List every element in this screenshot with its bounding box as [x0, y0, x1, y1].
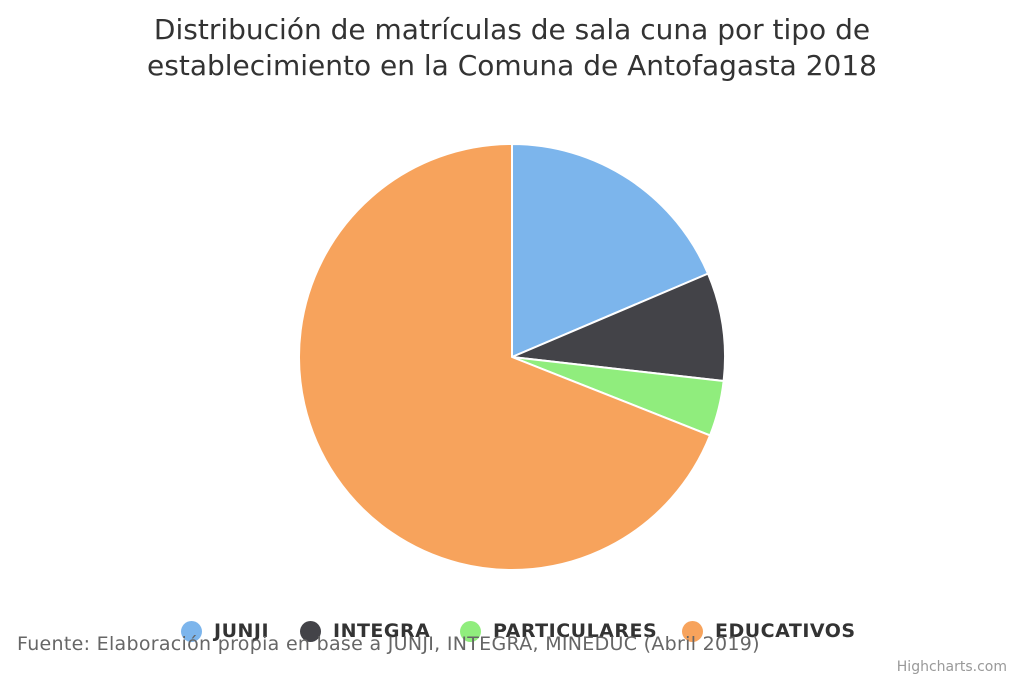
legend-swatch-integra: [300, 620, 321, 642]
legend-item-educativos[interactable]: EDUCATIVOS: [682, 616, 856, 646]
chart-title: Distribución de matrículas de sala cuna …: [0, 12, 1024, 84]
pie-slices: [298, 143, 726, 571]
legend-item-junji[interactable]: JUNJI: [181, 616, 269, 646]
chart-title-line-2: establecimiento en la Comuna de Antofaga…: [147, 49, 877, 82]
legend-swatch-educativos: [682, 620, 703, 642]
legend: JUNJI INTEGRA PARTICULARES EDUCATIVOS: [0, 616, 1024, 646]
legend-label-educativos: EDUCATIVOS: [715, 620, 856, 642]
pie-slice-junji[interactable]: [511, 143, 710, 358]
legend-swatch-junji: [181, 620, 202, 642]
legend-swatch-particulares: [460, 620, 481, 642]
source-note: Fuente: Elaboración propia en base a JUN…: [17, 633, 760, 655]
legend-label-particulares: PARTICULARES: [493, 620, 658, 642]
legend-item-particulares[interactable]: PARTICULARES: [460, 616, 657, 646]
pie-slice-educativos[interactable]: [298, 143, 712, 571]
legend-item-integra[interactable]: INTEGRA: [300, 616, 430, 646]
pie-slice-integra[interactable]: [511, 272, 726, 383]
legend-label-junji: JUNJI: [214, 620, 270, 642]
legend-label-integra: INTEGRA: [333, 620, 431, 642]
chart-title-line-1: Distribución de matrículas de sala cuna …: [153, 13, 871, 46]
credits-link[interactable]: Highcharts.com: [896, 659, 1007, 675]
